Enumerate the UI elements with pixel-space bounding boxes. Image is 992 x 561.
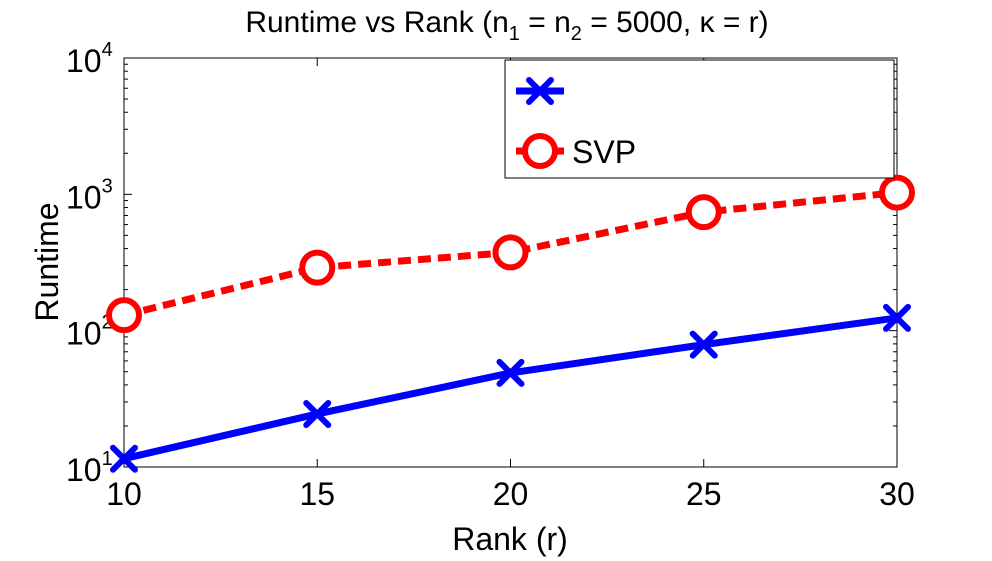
data-point — [685, 194, 722, 231]
series-line-series-1 — [123, 314, 898, 463]
data-point — [689, 330, 718, 359]
y-tick-label: 101 — [66, 448, 113, 488]
data-point — [299, 249, 336, 286]
x-tick-label: 20 — [493, 476, 529, 512]
data-point — [492, 234, 529, 271]
y-tick-label: 102 — [66, 312, 113, 352]
data-point — [496, 358, 525, 387]
x-tick-label: 25 — [686, 476, 722, 512]
y-axis-label: Runtime — [29, 202, 65, 321]
data-point — [106, 297, 142, 334]
x-tick-label: 10 — [106, 476, 142, 512]
y-tick-label: 103 — [66, 175, 113, 215]
legend-marker — [526, 77, 554, 105]
legend-marker — [522, 133, 558, 169]
x-axis-label: Rank (r) — [452, 521, 568, 557]
legend-box — [504, 59, 895, 179]
y-axis: 101 102 103 104 — [66, 39, 897, 488]
legend-label: SVP — [572, 134, 636, 170]
legend: SVP — [504, 59, 895, 179]
data-point — [303, 399, 332, 428]
data-point — [883, 303, 911, 332]
x-axis: 10 15 20 25 30 — [106, 58, 915, 512]
y-tick-label: 104 — [66, 39, 113, 79]
data-point — [879, 174, 915, 211]
legend-entry: SVP — [516, 133, 636, 170]
legend-entry — [516, 77, 564, 105]
x-tick-label: 30 — [879, 476, 915, 512]
chart-title: Runtime vs Rank (n1 = n2 = 5000, κ = r) — [245, 6, 768, 45]
data-point — [110, 444, 138, 473]
x-tick-label: 15 — [299, 476, 335, 512]
series-layer — [106, 174, 915, 473]
